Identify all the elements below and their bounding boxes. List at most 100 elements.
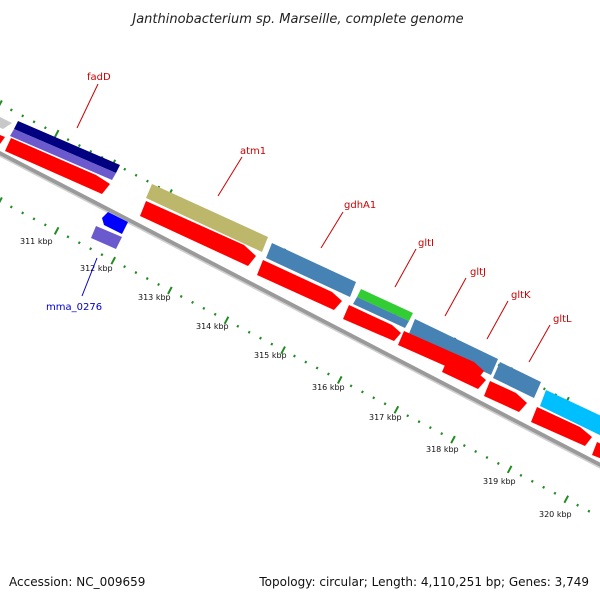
- outer-tick: [0, 99, 3, 107]
- inner-tick: [202, 306, 206, 310]
- gene-label-fadD[interactable]: fadD: [87, 72, 111, 83]
- inner-tick: [259, 336, 262, 340]
- cds-arrow-gltL[interactable]: [531, 407, 592, 446]
- gene-labels: fadD atm1 gdhA1 gltI gltJ gltK gltL mma_…: [46, 72, 572, 363]
- gene-block-gltI-lower[interactable]: [353, 297, 409, 328]
- inner-tick: [191, 300, 194, 304]
- inner-tick: [474, 449, 478, 454]
- gene-label-gltJ[interactable]: gltJ: [470, 267, 486, 278]
- cds-arrow-gltI[interactable]: [343, 305, 401, 341]
- cds-arrow-gltK-2[interactable]: [484, 381, 527, 412]
- genome-summary-text: Topology: circular; Length: 4,110,251 bp…: [258, 575, 589, 589]
- gene-label-gltI[interactable]: gltI: [418, 238, 434, 249]
- inner-tick: [496, 461, 500, 465]
- inner-tick: [440, 432, 444, 436]
- cds-arrow-fadD[interactable]: [5, 138, 110, 194]
- cds-arrow-track: [0, 131, 600, 462]
- kbp-scale: 311 kbp 312 kbp 313 kbp 314 kbp 315 kbp …: [20, 237, 572, 519]
- gene-block-gltI[interactable]: [357, 289, 413, 321]
- inner-tick: [428, 426, 432, 430]
- genome-backbone-shadow: [0, 155, 600, 469]
- gene-block-gltL[interactable]: [540, 390, 600, 440]
- kbp-label: 319 kbp: [483, 477, 516, 486]
- inner-tick: [360, 390, 364, 394]
- kbp-label: 311 kbp: [20, 237, 53, 246]
- inner-tick: [315, 366, 319, 370]
- gene-block-fadD[interactable]: [14, 121, 120, 173]
- inner-tick: [236, 324, 240, 328]
- gene-block-atm1[interactable]: [146, 184, 268, 252]
- outer-tick: [145, 179, 149, 183]
- inner-tick: [53, 226, 60, 235]
- inner-tick: [110, 256, 117, 265]
- kbp-label: 318 kbp: [426, 445, 459, 454]
- inner-tick: [337, 375, 343, 384]
- inner-tick: [223, 316, 230, 325]
- inner-tick: [506, 465, 513, 474]
- inner-tick: [32, 217, 36, 221]
- leader-gltK: [486, 300, 509, 340]
- inner-tick: [100, 253, 104, 257]
- cds-arrow-gltK[interactable]: [442, 358, 486, 389]
- gene-block-track: [0, 112, 600, 440]
- leader-gltI: [394, 248, 417, 288]
- outer-tick: [53, 129, 60, 138]
- outer-tick: [32, 120, 36, 124]
- inner-tick: [66, 235, 70, 239]
- inner-tick: [134, 271, 138, 275]
- kbp-label: 314 kbp: [196, 322, 229, 331]
- inner-tick: [43, 223, 47, 227]
- cds-arrow-gdhA1[interactable]: [257, 260, 342, 310]
- cds-arrow-atm1[interactable]: [140, 201, 256, 266]
- gene-block-gdhA1[interactable]: [266, 243, 356, 297]
- leader-gltJ: [444, 277, 467, 317]
- kbp-label: 312 kbp: [80, 264, 113, 273]
- cds-arrow-edge[interactable]: [592, 442, 600, 462]
- inner-tick: [383, 402, 387, 406]
- gene-label-gltK[interactable]: gltK: [511, 290, 531, 301]
- inner-tick: [89, 247, 93, 251]
- inner-tick: [0, 196, 3, 204]
- inner-tick: [576, 503, 580, 507]
- kbp-label: 315 kbp: [254, 351, 287, 360]
- inner-tick: [530, 479, 534, 483]
- inner-tick: [293, 354, 296, 358]
- inner-tick: [21, 211, 25, 215]
- leader-mma_0276: [81, 257, 98, 297]
- outer-tick: [89, 149, 93, 154]
- leader-gdhA1: [320, 211, 344, 249]
- inner-tick: [462, 444, 466, 448]
- gene-block-gray[interactable]: [0, 112, 12, 129]
- outer-tick: [43, 126, 47, 130]
- inner-tick: [77, 241, 81, 245]
- inner-tick: [326, 372, 330, 376]
- leader-atm1: [217, 156, 243, 197]
- gene-label-mma_0276[interactable]: mma_0276: [46, 302, 102, 313]
- gene-block-mma_0276[interactable]: [91, 226, 122, 249]
- kbp-label: 316 kbp: [312, 383, 345, 392]
- map-title: Janthinobacterium sp. Marseille, complet…: [129, 12, 463, 27]
- inner-tick: [519, 473, 523, 477]
- gene-block-blue-arrow[interactable]: [102, 212, 128, 234]
- cds-arrow-1[interactable]: [0, 131, 5, 144]
- inner-tick: [304, 360, 308, 364]
- inner-tick: [542, 485, 546, 489]
- gene-block-gltK[interactable]: [493, 362, 541, 398]
- inner-tick: [167, 286, 173, 295]
- inner-tick: [9, 205, 13, 209]
- gene-label-gltL[interactable]: gltL: [553, 314, 572, 325]
- inner-tick: [393, 405, 400, 414]
- gene-block-gltJ[interactable]: [408, 319, 498, 375]
- gene-block-fadD-light[interactable]: [10, 129, 116, 180]
- inner-tick: [270, 342, 274, 346]
- outer-tick: [123, 167, 127, 171]
- inner-tick: [247, 330, 251, 334]
- kbp-label: 317 kbp: [369, 413, 402, 422]
- outer-tick: [66, 138, 70, 142]
- inner-tick: [406, 414, 410, 418]
- inner-tick: [372, 396, 376, 400]
- gene-label-gdhA1[interactable]: gdhA1: [344, 200, 376, 211]
- gene-label-atm1[interactable]: atm1: [240, 146, 266, 157]
- outer-tick: [542, 387, 546, 391]
